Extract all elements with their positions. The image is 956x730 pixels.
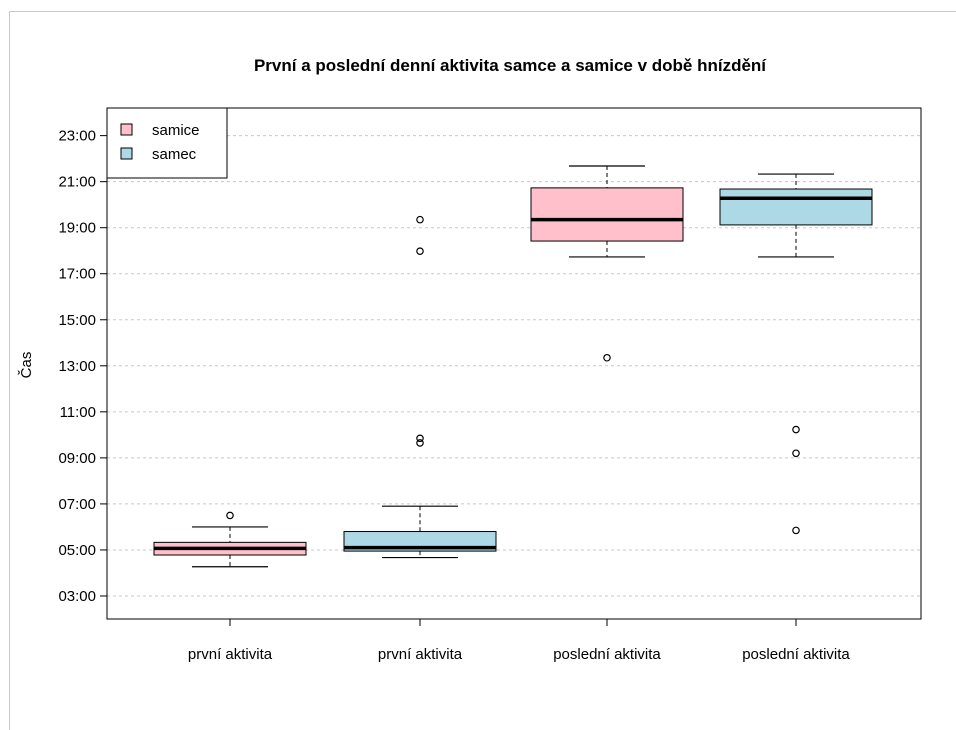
iqr-box	[719, 188, 873, 226]
x-tick-label: první aktivita	[188, 646, 273, 663]
y-tick-label: 19:00	[58, 220, 96, 237]
outlier-point	[416, 215, 424, 224]
box-1-samice	[153, 511, 307, 568]
y-tick-label: 13:00	[58, 358, 96, 375]
y-tick-label: 07:00	[58, 496, 96, 513]
legend: samice samec	[106, 107, 228, 179]
legend-box	[106, 107, 228, 179]
plot-area-border	[106, 107, 922, 620]
y-axis: 03:00 05:00 07:00 09:00 11:00 13:00 15:00 17:00…	[58, 128, 107, 605]
outlier-point	[416, 247, 424, 255]
boxes	[153, 165, 873, 568]
outlier-point	[226, 511, 234, 520]
outlier-point	[792, 526, 800, 535]
x-axis: první aktivita první aktivita poslední akt…	[188, 619, 850, 663]
y-tick-label: 17:00	[58, 266, 96, 283]
chart-title: První a poslední denní aktivita samce a …	[254, 56, 767, 75]
y-tick-label: 11:00	[60, 404, 96, 421]
y-tick-label: 03:00	[58, 588, 96, 605]
legend-label-samec: samec	[152, 146, 197, 163]
legend-label-samice: samice	[152, 122, 200, 139]
box-4-samec	[719, 173, 873, 535]
outlier-point	[603, 353, 611, 362]
chart-frame	[9, 11, 956, 730]
outlier-point	[792, 425, 800, 434]
iqr-box	[530, 187, 684, 242]
outlier-point	[792, 449, 800, 458]
y-tick-label: 05:00	[58, 542, 96, 559]
legend-swatch-samec	[120, 147, 133, 160]
y-tick-label: 09:00	[58, 450, 96, 467]
y-tick-label: 21:00	[58, 174, 96, 191]
gridlines	[107, 135, 921, 597]
box-3-samice	[530, 165, 684, 362]
box-2-samec	[343, 215, 497, 559]
outlier-point	[416, 439, 424, 447]
outlier-point	[416, 434, 424, 443]
x-tick-label: první aktivita	[378, 646, 463, 663]
legend-swatch-samice	[120, 123, 133, 136]
y-tick-label: 23:00	[58, 128, 96, 145]
x-tick-label: poslední aktivita	[553, 646, 661, 663]
x-tick-label: poslední aktivita	[742, 646, 850, 663]
y-axis-label: Čas	[18, 352, 35, 379]
y-tick-label: 15:00	[58, 312, 96, 329]
